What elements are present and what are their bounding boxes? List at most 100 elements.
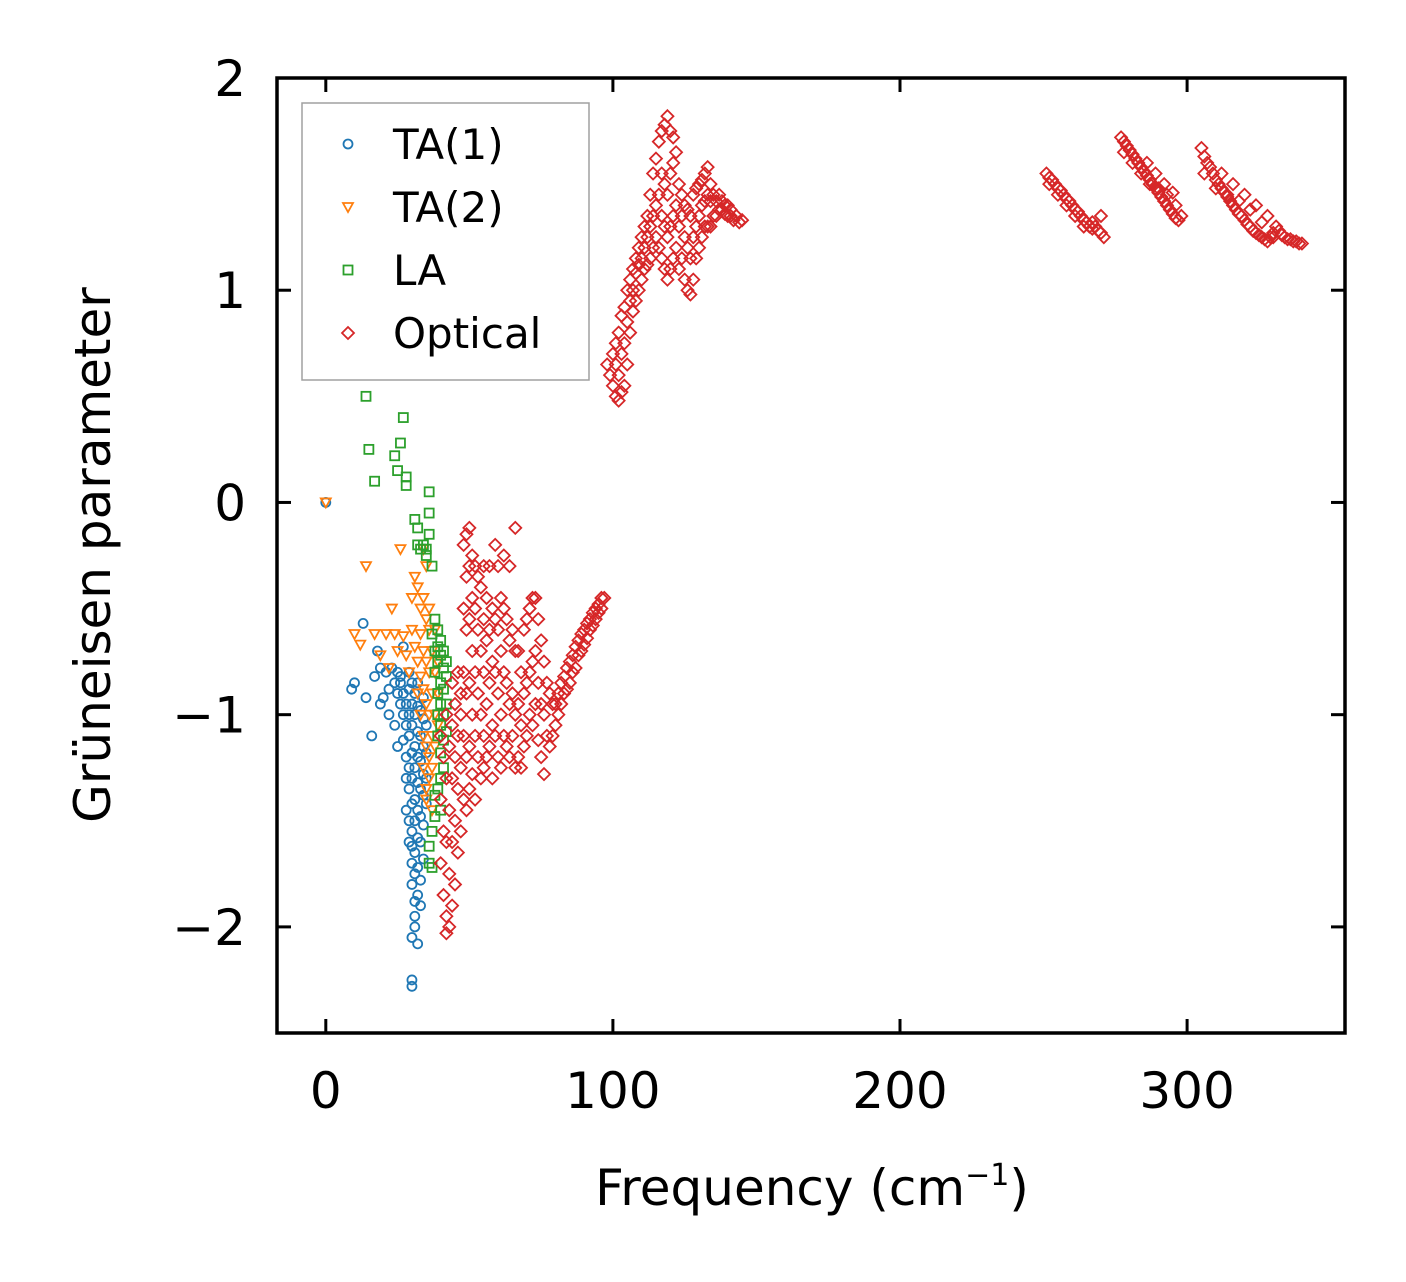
legend-label: TA(2)	[392, 183, 504, 232]
data-point	[508, 520, 523, 536]
data-point	[409, 762, 421, 774]
data-point	[400, 804, 412, 816]
data-point	[505, 622, 520, 638]
data-point	[723, 208, 738, 224]
data-point	[634, 272, 649, 287]
data-point	[1142, 176, 1158, 192]
data-point	[548, 696, 563, 712]
data-point	[428, 741, 442, 754]
data-point	[1145, 176, 1160, 192]
data-point	[346, 683, 358, 695]
data-point	[496, 548, 512, 563]
data-point	[1225, 198, 1241, 213]
data-point	[419, 794, 433, 807]
data-point	[622, 293, 638, 309]
data-point	[1174, 208, 1189, 224]
data-point	[553, 696, 569, 712]
data-point	[369, 475, 381, 487]
data-point	[505, 686, 520, 701]
data-point	[1113, 130, 1129, 145]
data-point	[1165, 185, 1181, 200]
data-point	[714, 193, 730, 209]
data-point	[441, 802, 457, 818]
data-point	[400, 698, 412, 710]
data-point	[703, 219, 718, 234]
data-point	[456, 601, 471, 616]
data-point	[397, 709, 409, 721]
data-point	[436, 749, 451, 765]
data-point	[406, 719, 418, 731]
data-point	[660, 272, 675, 287]
data-point	[525, 590, 540, 606]
data-point	[412, 862, 424, 873]
data-point	[383, 683, 395, 695]
data-point	[360, 692, 372, 704]
data-point	[1139, 155, 1155, 171]
x-tick-label: 100	[565, 1062, 660, 1120]
data-point	[403, 762, 415, 774]
data-point	[1220, 187, 1235, 202]
data-point	[436, 824, 451, 839]
data-point	[476, 664, 491, 680]
data-point	[700, 159, 715, 175]
data-point	[1211, 176, 1226, 192]
data-point	[432, 783, 444, 795]
data-point	[353, 639, 367, 652]
legend-item: LA	[342, 246, 446, 295]
data-point	[467, 601, 483, 616]
data-point	[373, 650, 387, 663]
data-point	[706, 187, 721, 202]
data-point	[420, 798, 432, 810]
data-point	[363, 443, 375, 455]
data-point	[582, 622, 598, 638]
data-point	[425, 762, 439, 775]
data-point	[395, 437, 406, 449]
data-point	[683, 251, 698, 266]
data-point	[438, 683, 449, 695]
data-point	[347, 629, 362, 641]
x-axis-label: Frequency (cm−1)	[595, 1158, 1029, 1217]
data-point	[368, 629, 382, 641]
data-point	[419, 614, 433, 627]
data-point	[651, 134, 667, 149]
data-point	[528, 643, 543, 659]
data-point	[499, 611, 514, 627]
data-point	[435, 634, 447, 646]
data-point	[510, 643, 526, 659]
data-point	[1225, 176, 1241, 192]
data-point	[717, 198, 733, 213]
data-point	[464, 548, 480, 563]
data-point	[453, 707, 469, 722]
tick-labels: 0 100 200 300 −2 −1 0 1 2	[172, 50, 1235, 1120]
data-point	[379, 629, 393, 641]
data-point	[1156, 176, 1172, 192]
data-point	[485, 771, 500, 786]
data-point	[519, 611, 535, 627]
data-point	[619, 282, 635, 298]
data-point	[473, 771, 489, 786]
data-point	[420, 543, 432, 555]
data-point	[548, 718, 563, 733]
data-point	[405, 593, 419, 605]
data-point	[533, 696, 549, 712]
data-point	[389, 719, 401, 731]
data-point	[665, 130, 681, 145]
data-point	[447, 877, 463, 892]
legend-marker	[342, 264, 354, 276]
data-point	[539, 675, 555, 691]
data-point	[444, 898, 460, 913]
legend-label: LA	[393, 246, 446, 295]
data-point	[680, 282, 695, 298]
data-point	[462, 781, 477, 797]
data-point	[420, 550, 432, 561]
data-point	[493, 643, 509, 659]
data-point	[400, 772, 412, 784]
data-point	[467, 792, 483, 807]
data-point	[409, 921, 421, 933]
data-point	[536, 654, 552, 669]
data-point	[562, 675, 578, 691]
data-point	[637, 261, 652, 277]
data-point	[1208, 181, 1224, 196]
data-point	[611, 367, 626, 383]
legend-item: TA(2)	[341, 183, 504, 232]
